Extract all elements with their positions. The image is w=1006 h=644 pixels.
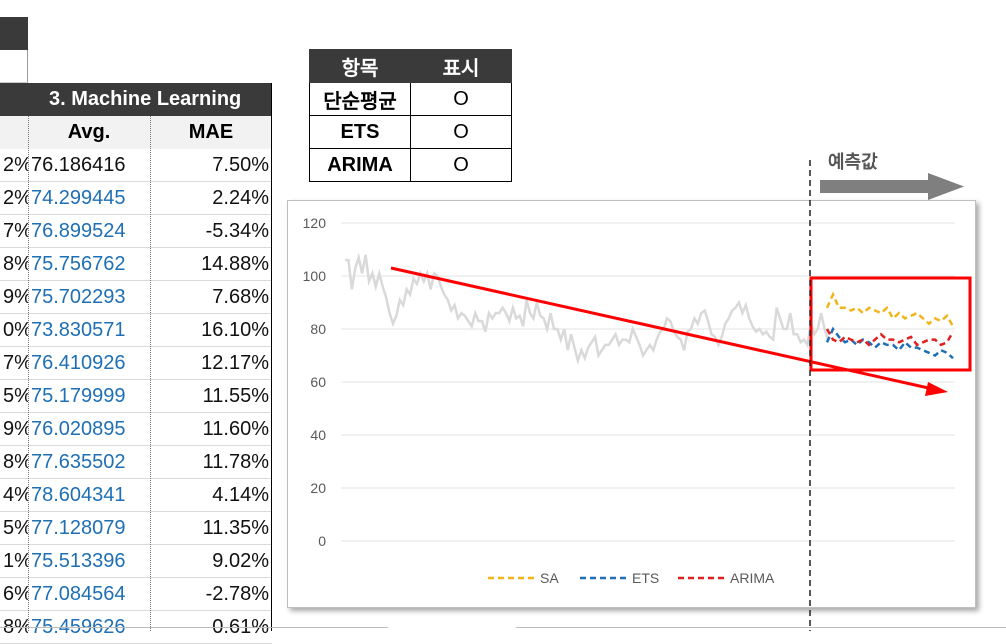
table-cell-avg[interactable]: 75.702293 (28, 281, 150, 314)
table-cell-prev[interactable]: 9% (0, 281, 28, 314)
table-cell-prev[interactable]: 0% (0, 314, 28, 347)
table-cell-mae[interactable]: 16.10% (150, 314, 272, 347)
table-cell-avg[interactable]: 75.756762 (28, 248, 150, 281)
table-cell-mae[interactable]: 7.50% (150, 149, 272, 182)
table-cell-avg[interactable]: 76.410926 (28, 347, 150, 380)
table-cell-prev[interactable]: 9% (0, 413, 28, 446)
table-cell-prev[interactable]: 2% (0, 149, 28, 182)
table-cell-avg[interactable]: 75.179999 (28, 380, 150, 413)
table-cell-prev[interactable]: 7% (0, 215, 28, 248)
y-tick-label: 40 (310, 427, 326, 443)
table-cell-avg[interactable]: 76.899524 (28, 215, 150, 248)
legend-label-sa: SA (540, 570, 559, 586)
section-header-label: 3. Machine Learning (49, 88, 242, 110)
forecast-chart: 0 20 40 60 80 100 120 SA ETS ARIMA (287, 200, 976, 608)
blank-cell (0, 50, 28, 83)
bottom-border-left (0, 627, 388, 628)
table-cell-prev[interactable]: 8% (0, 248, 28, 281)
legend-table-header-show: 표시 (410, 49, 512, 83)
table-cell-mae[interactable]: -5.34% (150, 215, 272, 248)
legend-row-mark-arima[interactable]: O (410, 148, 512, 182)
legend-row-mark-sa[interactable]: O (410, 82, 512, 116)
table-cell-prev[interactable]: 2% (0, 182, 28, 215)
table-cell-prev[interactable]: 8% (0, 446, 28, 479)
actual-series-line (345, 252, 830, 366)
table-cell-avg[interactable]: 75.513396 (28, 545, 150, 578)
table-cell-avg[interactable]: 76.186416 (28, 149, 150, 182)
table-cell-mae[interactable]: 14.88% (150, 248, 272, 281)
table-cell-mae[interactable]: 4.14% (150, 479, 272, 512)
table-cell-mae[interactable]: 2.24% (150, 182, 272, 215)
table-cell-prev[interactable]: 1% (0, 545, 28, 578)
y-tick-label: 80 (310, 321, 326, 337)
y-tick-label: 120 (303, 215, 327, 231)
legend-row-label-arima: ARIMA (309, 148, 411, 182)
series-line-sa (825, 291, 955, 327)
legend-row-label-sa: 단순평균 (309, 82, 411, 116)
table-cell-avg[interactable]: 74.299445 (28, 182, 150, 215)
table-cell-prev[interactable]: 5% (0, 512, 28, 545)
section-header: 3. Machine Learning (0, 83, 272, 116)
table-cell-mae[interactable]: 12.17% (150, 347, 272, 380)
table-cell-mae[interactable]: 11.60% (150, 413, 272, 446)
legend-row-label-ets: ETS (309, 115, 411, 149)
forecast-divider-line (809, 160, 811, 631)
table-column-divider (28, 116, 29, 631)
legend-row-mark-ets[interactable]: O (410, 115, 512, 149)
series-toggle-table: 항목 표시 단순평균 O ETS O ARIMA O (309, 49, 512, 182)
column-header-avg: Avg. (28, 116, 150, 149)
table-cell-mae[interactable]: -2.78% (150, 578, 272, 611)
legend-label-ets: ETS (632, 570, 659, 586)
legend-label-arima: ARIMA (730, 570, 775, 586)
table-column-divider (150, 116, 151, 631)
y-tick-label: 60 (310, 374, 326, 390)
table-cell-mae[interactable]: 11.55% (150, 380, 272, 413)
y-tick-label: 20 (310, 480, 326, 496)
table-cell-prev[interactable]: 4% (0, 479, 28, 512)
forecast-label: 예측값 (828, 152, 878, 172)
y-tick-label: 0 (318, 533, 326, 549)
table-cell-avg[interactable]: 78.604341 (28, 479, 150, 512)
table-cell-mae[interactable]: 7.68% (150, 281, 272, 314)
header-stub (0, 17, 28, 50)
forecast-arrow-icon (820, 173, 964, 200)
table-cell-avg[interactable]: 76.020895 (28, 413, 150, 446)
forecast-highlight-box (809, 276, 972, 372)
table-cell-avg[interactable]: 77.635502 (28, 446, 150, 479)
table-cell-avg[interactable]: 77.084564 (28, 578, 150, 611)
y-tick-label: 100 (303, 268, 327, 284)
trend-arrow-head (925, 382, 948, 396)
table-cell-avg[interactable]: 77.128079 (28, 512, 150, 545)
table-cell-prev[interactable]: 7% (0, 347, 28, 380)
table-cell-mae[interactable]: 11.78% (150, 446, 272, 479)
table-cell-mae[interactable]: 11.35% (150, 512, 272, 545)
series-line-ets (825, 326, 954, 360)
chart-svg: 0 20 40 60 80 100 120 SA ETS ARIMA (303, 215, 972, 586)
table-right-border (271, 83, 272, 631)
table-cell-prev[interactable]: 6% (0, 578, 28, 611)
bottom-border-right (516, 627, 1006, 628)
table-cell-prev[interactable]: 5% (0, 380, 28, 413)
table-cell-mae[interactable]: 9.02% (150, 545, 272, 578)
column-header-prev (0, 116, 28, 149)
table-cell-avg[interactable]: 73.830571 (28, 314, 150, 347)
column-header-mae: MAE (150, 116, 272, 149)
series-line-arima (825, 328, 955, 347)
legend-table-header-item: 항목 (309, 49, 411, 83)
